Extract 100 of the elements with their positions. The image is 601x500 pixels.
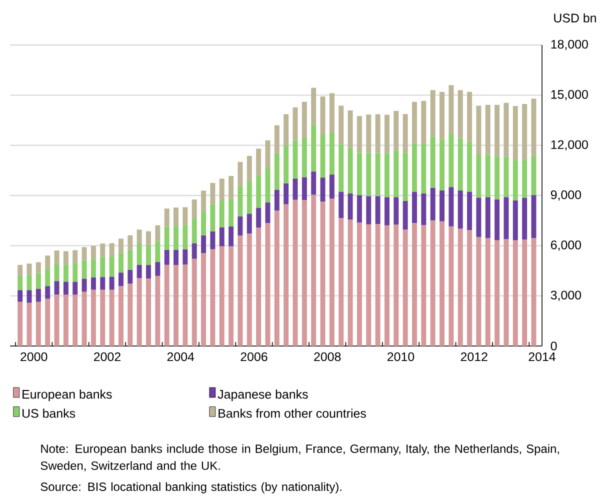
bar (72, 294, 78, 346)
bar (402, 201, 408, 230)
y-tick-label: 12,000 (551, 140, 588, 150)
bar (72, 264, 78, 282)
bar (174, 265, 179, 346)
bar (402, 114, 408, 153)
bar (36, 302, 41, 346)
bar (182, 249, 188, 265)
bar (90, 259, 96, 278)
bar (63, 251, 68, 265)
bar (274, 125, 280, 154)
bar (512, 106, 518, 161)
bar (485, 104, 490, 155)
bar (348, 148, 353, 194)
bar (228, 226, 234, 246)
bar (82, 260, 87, 279)
bar (274, 210, 280, 346)
bar (531, 195, 536, 238)
bar (219, 246, 224, 346)
bar (448, 187, 454, 226)
bar (192, 218, 197, 244)
legend-label: European banks (22, 390, 112, 402)
bar (311, 194, 316, 346)
bar (246, 234, 252, 346)
bar (36, 288, 41, 302)
bar (265, 168, 270, 203)
bar (246, 181, 252, 214)
bar (485, 154, 490, 198)
bar (522, 104, 528, 160)
bar (356, 116, 362, 153)
bar (366, 152, 372, 196)
bar (494, 156, 500, 200)
bar (128, 284, 133, 346)
bar (246, 214, 252, 234)
bar (72, 250, 78, 264)
bar (45, 268, 50, 286)
bar (256, 148, 262, 176)
bar (467, 142, 472, 192)
bar (265, 140, 270, 168)
bar (458, 138, 463, 190)
bar (476, 236, 482, 346)
bar (54, 250, 60, 264)
legend-label: Japanese banks (218, 390, 308, 402)
bar (412, 192, 418, 224)
bar (109, 276, 114, 290)
bar (118, 252, 124, 273)
bar (45, 298, 50, 346)
bar (36, 262, 41, 274)
bar (356, 195, 362, 223)
bar (82, 292, 87, 346)
bar (467, 92, 472, 142)
bar (118, 286, 124, 346)
bar (72, 282, 78, 295)
bar (440, 221, 445, 346)
bar (512, 200, 518, 240)
bar (311, 172, 316, 195)
bar (531, 98, 536, 156)
bar (430, 136, 436, 188)
bar (338, 218, 344, 346)
bar (329, 198, 334, 346)
bar (375, 114, 380, 153)
x-tick-label: 2014 (528, 352, 556, 362)
bar (90, 277, 96, 290)
bar (274, 154, 280, 190)
bar (45, 286, 50, 299)
bar (292, 140, 298, 179)
bar (348, 220, 353, 346)
y-tick-label: 0 (550, 342, 557, 350)
bar (164, 250, 170, 265)
bar (164, 226, 170, 250)
bar (329, 132, 334, 175)
bar (302, 137, 307, 178)
bar (430, 188, 436, 220)
bar (284, 114, 289, 146)
bar (384, 153, 390, 198)
source-note: Source: BIS locational banking statistics (by nationality). (40, 482, 342, 494)
bar (201, 253, 206, 346)
bar (210, 204, 216, 232)
bar (274, 190, 280, 211)
bar (421, 225, 426, 346)
bar (366, 196, 372, 224)
bar (356, 152, 362, 196)
bar (155, 241, 160, 262)
bar (265, 202, 270, 224)
bar (128, 250, 133, 270)
bar (228, 176, 234, 199)
bar (146, 278, 152, 346)
bar (219, 227, 224, 246)
bar (82, 247, 87, 260)
bar (219, 178, 224, 201)
bar (54, 264, 60, 282)
bar (448, 85, 454, 134)
bar (458, 90, 463, 138)
bar (356, 222, 362, 346)
bar (512, 240, 518, 346)
bar (136, 264, 142, 278)
bar (63, 294, 68, 346)
x-tick-label: 2006 (240, 352, 268, 362)
bar (128, 235, 133, 250)
bar (36, 273, 41, 289)
